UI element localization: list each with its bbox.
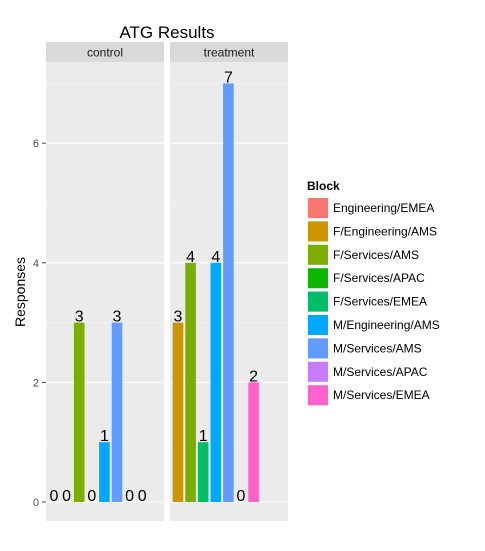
legend-label: M/Engineering/AMS [333, 318, 440, 332]
y-tick-label: 2 [33, 377, 39, 389]
legend-key [308, 338, 328, 358]
legend-item: M/Services/AMS [307, 337, 422, 359]
legend-item: M/Engineering/AMS [307, 314, 440, 336]
bar-value-label: 7 [224, 69, 233, 86]
legend-label: F/Engineering/AMS [333, 224, 437, 238]
bar-value-label: 0 [62, 488, 71, 505]
chart-title: ATG Results [119, 23, 214, 42]
bar [223, 83, 234, 502]
bar-value-label: 4 [211, 249, 220, 266]
bar [99, 442, 110, 502]
legend-title: Block [307, 179, 340, 193]
bar-value-label: 0 [87, 488, 96, 505]
legend-label: F/Services/EMEA [333, 295, 427, 309]
legend-item: M/Services/APAC [307, 361, 428, 383]
bar-value-label: 4 [186, 249, 195, 266]
legend: Block Engineering/EMEA F/Engineering/AMS F… [307, 179, 440, 406]
y-tick-label: 4 [33, 258, 39, 270]
bar-value-label: 1 [100, 428, 109, 445]
bar-value-label: 0 [125, 488, 134, 505]
legend-item: M/Services/EMEA [307, 384, 430, 406]
bar [248, 382, 259, 502]
facet-strip-label: control [87, 46, 123, 60]
legend-label: F/Services/AMS [333, 248, 419, 262]
facet-strip-label: treatment [204, 46, 255, 60]
bar [112, 323, 123, 502]
bar-value-label: 2 [249, 368, 258, 385]
bar-value-label: 3 [174, 309, 183, 326]
bar-value-label: 3 [113, 309, 122, 326]
bar-value-label: 0 [50, 488, 59, 505]
legend-key [308, 221, 328, 241]
legend-label: M/Services/AMS [333, 341, 422, 355]
legend-key [308, 385, 328, 405]
bar-value-label: 3 [75, 309, 84, 326]
legend-key [308, 362, 328, 382]
legend-label: F/Services/APAC [333, 271, 425, 285]
bar [185, 263, 196, 502]
legend-label: M/Services/APAC [333, 365, 428, 379]
legend-key [308, 292, 328, 312]
y-axis: 0 2 4 6 [33, 138, 46, 509]
legend-key [308, 315, 328, 335]
legend-item: F/Services/EMEA [307, 291, 427, 313]
y-tick-label: 0 [33, 497, 39, 509]
bar [211, 263, 222, 502]
bar-value-label: 0 [138, 488, 147, 505]
legend-key [308, 245, 328, 265]
legend-label: Engineering/EMEA [333, 201, 434, 215]
bar-value-label: 0 [237, 488, 246, 505]
legend-item: Engineering/EMEA [307, 197, 434, 219]
bar [198, 442, 209, 502]
bar [74, 323, 85, 502]
legend-label: M/Services/EMEA [333, 388, 430, 402]
legend-item: F/Services/APAC [307, 267, 425, 289]
bar-value-label: 1 [199, 428, 208, 445]
legend-key [308, 268, 328, 288]
legend-key [308, 198, 328, 218]
y-axis-title: Responses [12, 257, 28, 327]
y-tick-label: 6 [33, 138, 39, 150]
legend-item: F/Engineering/AMS [307, 220, 437, 242]
bar [173, 323, 184, 502]
legend-item: F/Services/AMS [307, 244, 419, 266]
